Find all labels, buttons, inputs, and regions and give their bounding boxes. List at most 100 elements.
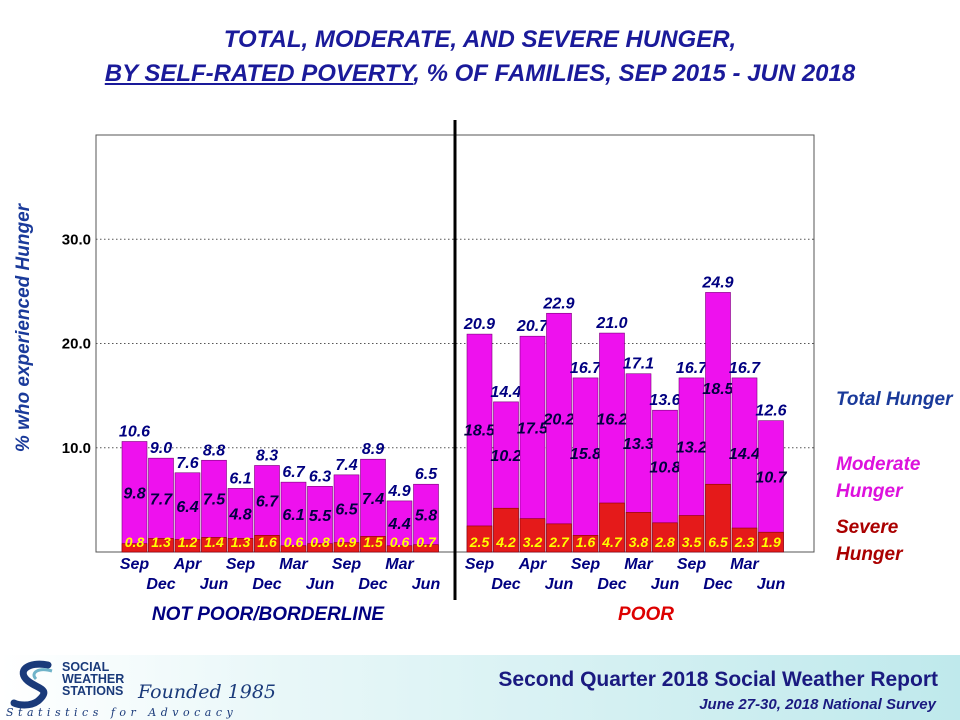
moderate-value-label: 7.5 bbox=[203, 491, 226, 508]
legend-severe: Severe Hunger bbox=[836, 514, 960, 568]
total-value-label: 6.5 bbox=[415, 466, 438, 483]
severe-value-label: 4.2 bbox=[495, 534, 516, 550]
moderate-value-label: 17.5 bbox=[517, 420, 549, 437]
y-tick-label: 10.0 bbox=[62, 440, 91, 457]
total-value-label: 17.1 bbox=[623, 356, 654, 373]
x-tick-label: Mar bbox=[279, 556, 308, 573]
x-tick-label: Sep bbox=[226, 556, 256, 573]
bar-severe bbox=[599, 502, 625, 553]
y-tick-label: 20.0 bbox=[62, 336, 91, 353]
total-value-label: 9.0 bbox=[150, 440, 172, 457]
moderate-value-label: 6.5 bbox=[335, 502, 358, 519]
moderate-value-label: 18.5 bbox=[464, 423, 496, 440]
moderate-value-label: 14.4 bbox=[729, 446, 760, 463]
bar-moderate bbox=[731, 377, 758, 553]
severe-value-label: 1.5 bbox=[363, 534, 383, 550]
x-tick-label: Sep bbox=[571, 556, 601, 573]
bar-severe bbox=[731, 527, 758, 553]
moderate-value-label: 4.8 bbox=[228, 506, 251, 523]
chart-title-line1: TOTAL, MODERATE, AND SEVERE HUNGER, bbox=[223, 26, 737, 53]
bar-severe bbox=[519, 518, 546, 553]
total-value-label: 4.9 bbox=[387, 483, 410, 500]
x-tick-label: Jun bbox=[412, 576, 441, 593]
total-value-label: 22.9 bbox=[542, 295, 574, 312]
bar-severe bbox=[148, 538, 174, 553]
legend-moderate: Moderate Hunger bbox=[836, 451, 960, 505]
chart-title-underlined: BY SELF-RATED POVERTY bbox=[104, 60, 414, 87]
bar-severe bbox=[413, 544, 439, 553]
group-label: POOR bbox=[618, 604, 674, 625]
bar-severe bbox=[652, 522, 678, 553]
total-value-label: 6.1 bbox=[229, 470, 251, 487]
total-value-label: 20.7 bbox=[516, 318, 549, 335]
x-tick-label: Sep bbox=[465, 556, 495, 573]
moderate-value-label: 9.8 bbox=[123, 486, 145, 503]
x-tick-label: Jun bbox=[757, 576, 786, 593]
moderate-value-label: 13.2 bbox=[676, 440, 707, 457]
x-tick-label: Mar bbox=[624, 556, 653, 573]
bar-severe bbox=[121, 543, 148, 553]
bar-moderate bbox=[546, 312, 572, 553]
bar-moderate bbox=[386, 500, 413, 553]
total-value-label: 16.7 bbox=[570, 360, 602, 377]
severe-value-label: 0.7 bbox=[416, 534, 437, 550]
moderate-value-label: 7.7 bbox=[150, 491, 173, 508]
x-tick-label: Dec bbox=[597, 576, 626, 593]
x-tick-label: Jun bbox=[545, 576, 574, 593]
severe-value-label: 1.6 bbox=[257, 534, 277, 550]
total-value-label: 8.8 bbox=[203, 442, 225, 459]
y-tick-label: 30.0 bbox=[62, 231, 91, 248]
bar-moderate bbox=[413, 483, 439, 553]
moderate-value-label: 13.3 bbox=[623, 436, 654, 453]
bar-severe bbox=[174, 539, 201, 553]
sws-logo-icon bbox=[10, 660, 53, 709]
moderate-value-label: 5.5 bbox=[309, 508, 332, 525]
x-tick-label: Dec bbox=[146, 576, 175, 593]
bar-moderate bbox=[333, 474, 360, 553]
bar-severe bbox=[227, 538, 254, 553]
bar-moderate bbox=[466, 333, 493, 553]
group-label: NOT POOR/BORDERLINE bbox=[152, 604, 386, 625]
severe-value-label: 2.5 bbox=[469, 534, 490, 550]
bar-severe bbox=[333, 542, 360, 553]
moderate-value-label: 18.5 bbox=[702, 381, 734, 398]
org-line2: WEATHER bbox=[62, 672, 125, 686]
total-value-label: 16.7 bbox=[676, 360, 708, 377]
severe-value-label: 0.8 bbox=[310, 534, 330, 550]
founded-label: Founded 1985 bbox=[138, 681, 277, 703]
bar-severe bbox=[625, 512, 652, 553]
moderate-value-label: 7.4 bbox=[362, 491, 384, 508]
moderate-value-label: 10.8 bbox=[649, 460, 680, 477]
x-tick-label: Sep bbox=[677, 556, 707, 573]
severe-value-label: 0.8 bbox=[125, 534, 145, 550]
severe-value-label: 1.3 bbox=[231, 534, 251, 550]
bar-moderate bbox=[174, 472, 201, 553]
total-value-label: 6.7 bbox=[282, 464, 305, 481]
x-tick-label: Apr bbox=[518, 556, 547, 573]
report-title: Second Quarter 2018 Social Weather Repor… bbox=[498, 668, 938, 691]
severe-value-label: 1.3 bbox=[151, 534, 171, 550]
legend-total-label: Total Hunger bbox=[836, 389, 953, 410]
x-tick-label: Dec bbox=[358, 576, 387, 593]
severe-value-label: 0.6 bbox=[390, 534, 410, 550]
total-value-label: 14.4 bbox=[490, 384, 521, 401]
moderate-value-label: 16.2 bbox=[596, 412, 627, 429]
total-value-label: 7.4 bbox=[335, 457, 357, 474]
total-value-label: 6.3 bbox=[309, 468, 331, 485]
bar-moderate bbox=[519, 335, 546, 553]
moderate-value-label: 4.4 bbox=[387, 516, 410, 533]
y-axis-label: % who experienced Hunger bbox=[13, 202, 34, 452]
bar-severe bbox=[254, 535, 280, 553]
total-value-label: 7.6 bbox=[176, 455, 198, 472]
x-tick-label: Dec bbox=[252, 576, 281, 593]
bar-severe bbox=[678, 515, 705, 553]
moderate-value-label: 20.2 bbox=[542, 412, 574, 429]
severe-value-label: 3.5 bbox=[682, 534, 702, 550]
severe-value-label: 2.8 bbox=[654, 534, 675, 550]
x-tick-label: Dec bbox=[491, 576, 520, 593]
total-value-label: 10.6 bbox=[119, 423, 150, 440]
severe-value-label: 0.6 bbox=[284, 534, 304, 550]
bar-severe bbox=[307, 543, 333, 553]
moderate-value-label: 5.8 bbox=[415, 507, 437, 524]
chart-title-line2: BY SELF-RATED POVERTY, % OF FAMILIES, SE… bbox=[0, 60, 960, 88]
